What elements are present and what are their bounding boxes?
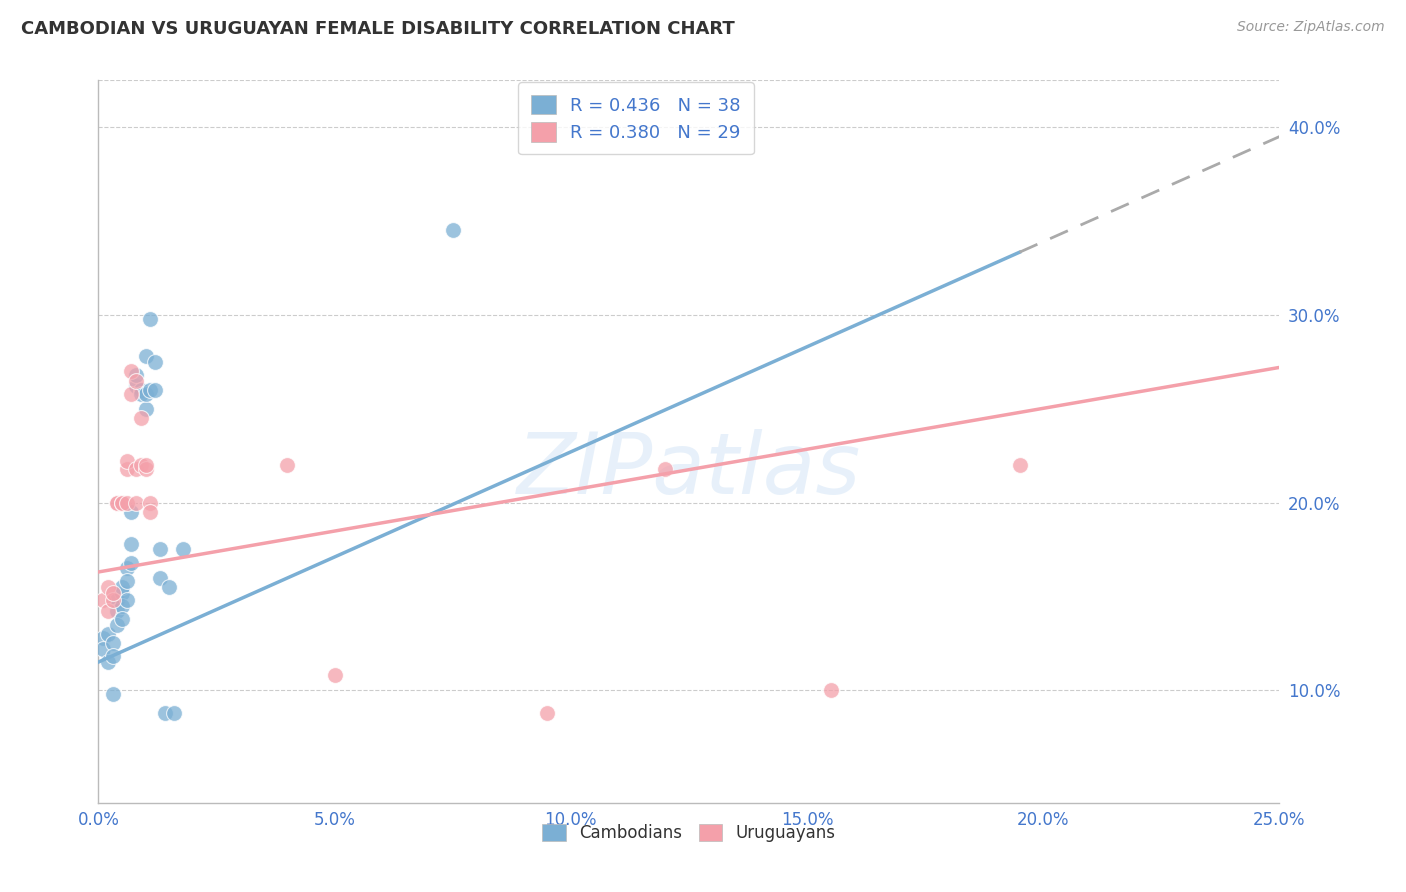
Point — [139, 505, 162, 519]
Point — [276, 458, 298, 472]
Point — [101, 585, 124, 599]
Point — [135, 401, 157, 416]
Point — [101, 649, 124, 664]
Point — [135, 462, 157, 476]
Point — [121, 364, 143, 378]
Point — [91, 641, 114, 656]
Point — [125, 495, 148, 509]
Point — [323, 668, 346, 682]
Point — [135, 349, 157, 363]
Point — [111, 612, 134, 626]
Point — [97, 580, 120, 594]
Point — [111, 580, 134, 594]
Point — [129, 458, 152, 472]
Point — [121, 505, 143, 519]
Point — [149, 542, 172, 557]
Point — [115, 574, 138, 589]
Point — [536, 706, 558, 720]
Point — [121, 556, 143, 570]
Point — [97, 627, 120, 641]
Point — [135, 386, 157, 401]
Point — [101, 687, 124, 701]
Point — [97, 655, 120, 669]
Point — [129, 386, 152, 401]
Point — [115, 462, 138, 476]
Point — [111, 495, 134, 509]
Point — [135, 458, 157, 472]
Point — [115, 454, 138, 468]
Point — [139, 311, 162, 326]
Point — [101, 636, 124, 650]
Point — [105, 604, 128, 618]
Point — [129, 411, 152, 425]
Point — [654, 462, 676, 476]
Point — [101, 593, 124, 607]
Text: CAMBODIAN VS URUGUAYAN FEMALE DISABILITY CORRELATION CHART: CAMBODIAN VS URUGUAYAN FEMALE DISABILITY… — [21, 20, 735, 37]
Point — [105, 495, 128, 509]
Point — [105, 617, 128, 632]
Point — [115, 495, 138, 509]
Point — [125, 374, 148, 388]
Point — [139, 495, 162, 509]
Point — [1008, 458, 1031, 472]
Point — [115, 593, 138, 607]
Point — [125, 462, 148, 476]
Point — [105, 593, 128, 607]
Text: ZIPatlas: ZIPatlas — [517, 429, 860, 512]
Point — [97, 604, 120, 618]
Point — [121, 537, 143, 551]
Point — [121, 386, 143, 401]
Point — [153, 706, 176, 720]
Point — [441, 223, 464, 237]
Point — [149, 571, 172, 585]
Point — [129, 383, 152, 397]
Point — [111, 495, 134, 509]
Point — [111, 585, 134, 599]
Point — [111, 599, 134, 613]
Text: Source: ZipAtlas.com: Source: ZipAtlas.com — [1237, 20, 1385, 34]
Point — [91, 593, 114, 607]
Point — [105, 495, 128, 509]
Point — [125, 379, 148, 393]
Point — [172, 542, 194, 557]
Point — [143, 383, 166, 397]
Legend: Cambodians, Uruguayans: Cambodians, Uruguayans — [536, 817, 842, 848]
Point — [157, 580, 180, 594]
Point — [143, 355, 166, 369]
Point — [115, 561, 138, 575]
Point — [139, 383, 162, 397]
Point — [820, 683, 842, 698]
Point — [125, 368, 148, 382]
Point — [91, 631, 114, 645]
Point — [163, 706, 186, 720]
